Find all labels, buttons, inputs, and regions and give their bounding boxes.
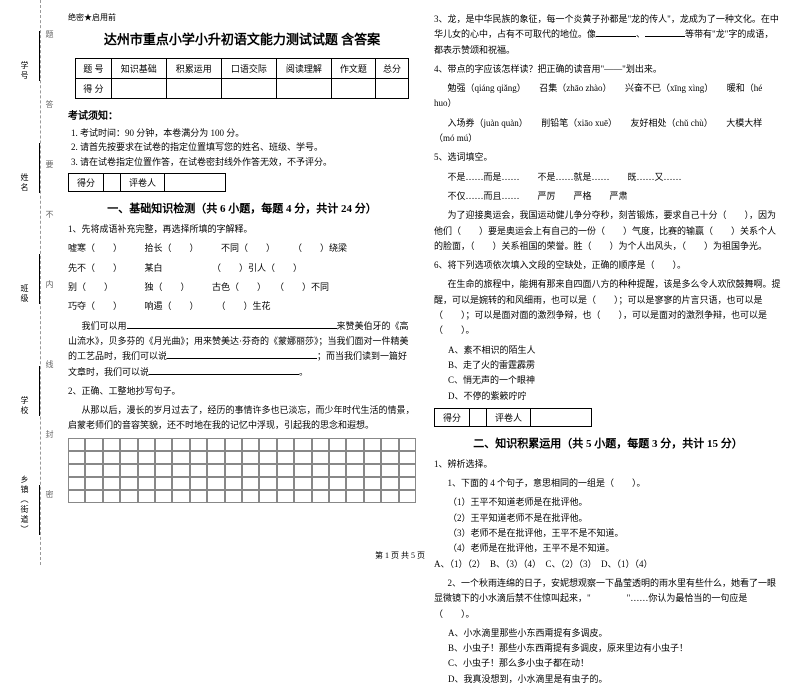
left-column: 绝密★启用前 达州市重点小学小升初语文能力测试试题 含答案 题 号 知识基础 积… xyxy=(68,12,416,557)
q6-options: A、素不相识的陌生人 B、走了火的雷霆霹雳 C、悄无声的一个眼神 D、不停的紫簌… xyxy=(434,343,782,404)
right-column: 3、龙，是中华民族的象征，每一个炎黄子孙都是"龙的传人"，龙成为了一种文化。在中… xyxy=(434,12,782,557)
grader-label: 评卷人 xyxy=(121,174,165,191)
q5-line: 不仅……而且…… 严厉 严格 严肃 xyxy=(434,189,782,204)
grader-label: 评卷人 xyxy=(487,409,531,426)
q6-text: 在生命的旅程中，能拥有那来自四面八方的种种提醒，该是多么令人欢欣鼓舞啊。提醒，可… xyxy=(434,277,782,338)
question-2: 2、正确、工整地抄写句子。 xyxy=(68,384,416,399)
class-input[interactable] xyxy=(30,254,40,304)
option: （3）老师不是在批评他，王平不是不知道。 xyxy=(448,526,782,541)
question-5: 5、选词填空。 xyxy=(434,150,782,165)
q1-line: 嘘寒（ ） 拾长（ ） 不同（ ） （ ）绕梁 xyxy=(68,241,416,256)
page-footer: 第 1 页 共 5 页 xyxy=(0,550,800,561)
name-input[interactable] xyxy=(30,143,40,193)
score-cell[interactable] xyxy=(221,79,276,99)
score-value[interactable] xyxy=(470,409,487,426)
th: 阅读理解 xyxy=(276,59,331,79)
option: A、小水滴里那些小东西甭提有多调皮。 xyxy=(448,626,782,641)
table-row: 得 分 xyxy=(75,79,408,99)
q4-line: 入场券（juàn quàn） 削铅笔（xiāo xuē） 友好相处（chǔ ch… xyxy=(434,116,782,147)
score-cell[interactable] xyxy=(276,79,331,99)
blank[interactable] xyxy=(149,365,299,375)
option: D、不停的紫簌咛咛 xyxy=(448,389,782,404)
th: 题 号 xyxy=(75,59,111,79)
th: 知识基础 xyxy=(111,59,166,79)
th: 总分 xyxy=(375,59,408,79)
binding-gutter: 题 答 要 不 内 线 封 密 学号 姓名 班级 学校 乡镇（街道） xyxy=(0,0,60,565)
section2-title: 二、知识积累运用（共 5 小题，每题 3 分，共计 15 分） xyxy=(434,435,782,451)
gutter-fields: 学号 姓名 班级 学校 乡镇（街道） xyxy=(8,0,51,565)
th: 作文题 xyxy=(331,59,375,79)
score-value[interactable] xyxy=(104,174,121,191)
q1-line: 巧夺（ ） 响遏（ ） （ ）生花 xyxy=(68,299,416,314)
score-label: 得分 xyxy=(69,174,104,191)
blank[interactable] xyxy=(167,349,317,359)
score-table: 题 号 知识基础 积累运用 口语交际 阅读理解 作文题 总分 得 分 xyxy=(75,58,409,99)
q1-follow: 我们可以用来赞美伯牙的《高山流水》，贝多芬的《月光曲》；用来赞美达·芬奇的《蒙娜… xyxy=(68,319,416,380)
q5-text: 为了迎接奥运会，我国运动健儿争分夺秒，刻苦锻炼，要求自己十分（ ），因为他们（ … xyxy=(434,208,782,254)
field-name: 姓名 xyxy=(19,173,30,193)
s2-q1: 1、辨析选择。 xyxy=(434,457,782,472)
section1-title: 一、基础知识检测（共 6 小题，每题 4 分，共计 24 分） xyxy=(68,200,416,216)
content-columns: 绝密★启用前 达州市重点小学小升初语文能力测试试题 含答案 题 号 知识基础 积… xyxy=(60,0,800,565)
score-cell[interactable] xyxy=(111,79,166,99)
s2-q1-options: （1）王平不知道老师是在批评他。 （2）王平知道老师不是在批评他。 （3）老师不… xyxy=(434,495,782,556)
secret-label: 绝密★启用前 xyxy=(68,12,416,23)
blank[interactable] xyxy=(127,319,337,329)
th: 积累运用 xyxy=(166,59,221,79)
town-input[interactable] xyxy=(30,485,40,535)
section-scorebox: 得分 评卷人 xyxy=(434,408,592,427)
table-row: 题 号 知识基础 积累运用 口语交际 阅读理解 作文题 总分 xyxy=(75,59,408,79)
question-3: 3、龙，是中华民族的象征，每一个炎黄子孙都是"龙的传人"，龙成为了一种文化。在中… xyxy=(434,12,782,58)
option: D、我真没想到，小水滴里是有虫子的。 xyxy=(448,672,782,687)
s2-q1b: 2、一个秋雨连绵的日子，安妮想观察一下晶莹透明的雨水里有些什么，她看了一眼显微镜… xyxy=(434,576,782,622)
field-class: 班级 xyxy=(19,284,30,304)
option: （1）王平不知道老师是在批评他。 xyxy=(448,495,782,510)
option: B、走了火的雷霆霹雳 xyxy=(448,358,782,373)
q1-line: 别（ ） 独（ ） 古色（ ） （ ）不同 xyxy=(68,280,416,295)
option: A、素不相识的陌生人 xyxy=(448,343,782,358)
option: C、小虫子！那么多小虫子都在动！ xyxy=(448,656,782,671)
th: 口语交际 xyxy=(221,59,276,79)
score-cell[interactable] xyxy=(331,79,375,99)
student-id-input[interactable] xyxy=(30,31,40,81)
grader-value[interactable] xyxy=(531,409,591,426)
notice-item: 请在试卷指定位置作答，在试卷密封线外作答无效，不予评分。 xyxy=(80,155,416,169)
exam-title: 达州市重点小学小升初语文能力测试试题 含答案 xyxy=(68,29,416,48)
field-town: 乡镇（街道） xyxy=(19,475,30,535)
q4-line: 勉强（qiáng qiǎng） 召集（zhāo zhào） 兴奋不已（xīng … xyxy=(434,81,782,112)
q1-line: 先不（ ） 某白 （ ）引人（ ） xyxy=(68,261,416,276)
text: 我们可以用 xyxy=(82,321,127,331)
question-1: 1、先将成语补充完整，再选择所填的字解释。 xyxy=(68,222,416,237)
notice-item: 请首先按要求在试卷的指定位置填写您的姓名、班级、学号。 xyxy=(80,140,416,154)
question-6: 6、将下列选项依次填入文段的空缺处，正确的顺序是（ ）。 xyxy=(434,258,782,273)
td: 得 分 xyxy=(75,79,111,99)
notice-list: 考试时间：90 分钟，本卷满分为 100 分。 请首先按要求在试卷的指定位置填写… xyxy=(68,126,416,169)
s2-q1a: 1、下面的 4 个句子，意思相同的一组是（ ）。 xyxy=(434,476,782,491)
field-student-id: 学号 xyxy=(19,61,30,81)
grader-value[interactable] xyxy=(165,174,225,191)
score-cell[interactable] xyxy=(166,79,221,99)
option: C、悄无声的一个眼神 xyxy=(448,373,782,388)
question-4: 4、带点的字应该怎样读？把正确的读音用"——"划出来。 xyxy=(434,62,782,77)
option: （2）王平知道老师不是在批评他。 xyxy=(448,511,782,526)
text: 、 xyxy=(636,29,645,39)
notice-heading: 考试须知： xyxy=(68,107,416,122)
s2-q1b-options: A、小水滴里那些小东西甭提有多调皮。 B、小虫子！那些小东西甭提有多调皮，原来里… xyxy=(434,626,782,687)
exam-page: 题 答 要 不 内 线 封 密 学号 姓名 班级 学校 乡镇（街道） 绝密★启用… xyxy=(0,0,800,565)
field-school: 学校 xyxy=(19,396,30,416)
score-label: 得分 xyxy=(435,409,470,426)
section-scorebox: 得分 评卷人 xyxy=(68,173,226,192)
writing-grid[interactable] xyxy=(68,438,416,503)
school-input[interactable] xyxy=(30,366,40,416)
score-cell[interactable] xyxy=(375,79,408,99)
blank[interactable] xyxy=(645,27,685,37)
q5-line: 不是……而是…… 不是……就是…… 既……又…… xyxy=(434,170,782,185)
blank[interactable] xyxy=(596,27,636,37)
q2-text: 从那以后，漫长的岁月过去了，经历的事情许多也已淡忘，而少年时代生活的情景，启蒙老… xyxy=(68,403,416,434)
option: B、小虫子！那些小东西甭提有多调皮，原来里边有小虫子！ xyxy=(448,641,782,656)
notice-item: 考试时间：90 分钟，本卷满分为 100 分。 xyxy=(80,126,416,140)
